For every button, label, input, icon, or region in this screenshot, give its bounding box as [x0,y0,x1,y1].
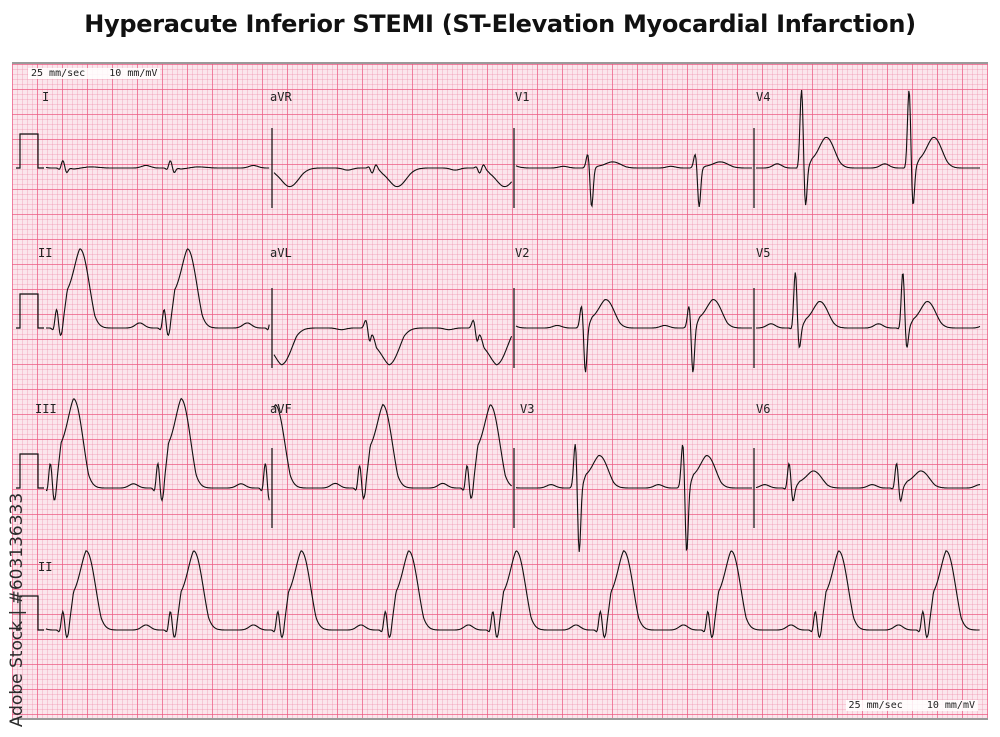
ecg-trace-I [45,159,270,174]
lead-label-aVF: aVF [270,402,292,416]
ecg-traces [16,89,981,639]
ecg-trace-V6 [755,462,981,503]
page-title: Hyperacute Inferior STEMI (ST-Elevation … [84,10,916,38]
ecg-paper: 25 mm/sec 10 mm/mV 25 mm/sec 10 mm/mV I … [12,62,988,720]
lead-label-V3: V3 [520,402,535,416]
lead-label-V5: V5 [756,246,771,260]
lead-label-I: I [42,90,50,104]
stock-watermark: Adobe Stock | #603136333 [0,492,34,728]
ecg-trace-II [45,550,980,639]
calibration-pulse-row-1 [16,133,44,169]
lead-label-V4: V4 [756,90,771,104]
calibration-pulse-rhythm [16,595,44,631]
gain-top: 10 mm/mV [109,68,158,79]
lead-label-V1: V1 [515,90,530,104]
ecg-trace-II [46,248,270,337]
lead-label-V6: V6 [756,402,771,416]
ecg-trace-aVL [273,319,513,366]
calibration-pulse-row-2 [16,293,44,329]
calibration-pulse-row-3 [16,453,44,489]
ecg-trace-V1 [515,153,752,208]
lead-label-rhythm-II: II [38,560,53,574]
lead-label-V2: V2 [515,246,530,260]
lead-label-II: II [38,246,53,260]
lead-label-aVL: aVL [270,246,292,260]
ecg-trace-V2 [515,299,752,373]
ecg-trace-aVF [273,403,512,501]
ecg-trace-aVR [273,164,513,188]
gain-bottom: 10 mm/mV [926,700,975,711]
ecg-trace-V5 [756,272,981,349]
lead-label-aVR: aVR [270,90,292,104]
paper-speed-bottom: 25 mm/sec [848,700,903,711]
lead-label-III: III [35,402,57,416]
paper-speed-top: 25 mm/sec [31,68,86,79]
ecg-trace-V4 [756,89,981,206]
watermark-text: Adobe Stock | #603136333 [7,492,27,728]
ecg-trace-III [45,397,270,502]
ecg-trace-V3 [515,444,752,552]
calibration-bottom: 25 mm/sec 10 mm/mV [845,700,978,711]
calibration-top: 25 mm/sec 10 mm/mV [28,68,161,79]
